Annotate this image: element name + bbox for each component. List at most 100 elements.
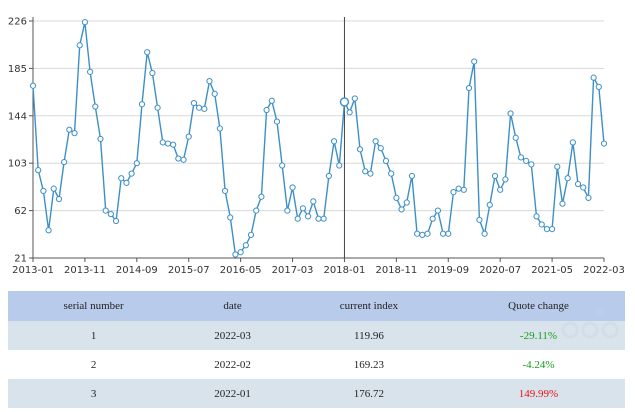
data-point (190, 99, 198, 107)
data-point (481, 230, 488, 237)
data-point (149, 69, 156, 77)
data-point (491, 172, 499, 180)
data-point (497, 186, 504, 193)
data-point (486, 201, 493, 208)
data-point (414, 230, 421, 237)
data-point (434, 207, 441, 214)
data-point (320, 215, 327, 222)
index-table: serial number date current index Quote c… (8, 291, 625, 408)
data-point (112, 217, 120, 225)
y-tick-label: 144 (8, 111, 27, 122)
data-point (543, 225, 551, 233)
data-point (159, 139, 166, 146)
cell-date: 2022-03 (179, 321, 286, 350)
data-point (564, 175, 571, 182)
data-point (362, 168, 369, 175)
data-point (528, 161, 535, 168)
data-point (507, 110, 514, 117)
data-point (284, 207, 291, 214)
data-point (61, 158, 68, 166)
data-point (279, 162, 286, 169)
header-current-index: current index (285, 291, 453, 321)
data-point (164, 140, 172, 147)
data-point (268, 97, 275, 104)
data-point (133, 160, 140, 167)
header-serial-number: serial number (8, 291, 180, 321)
data-point (393, 194, 400, 201)
x-tick-label: 2018-01 (324, 265, 366, 276)
data-point (408, 172, 416, 180)
data-point (123, 179, 130, 186)
data-point (227, 214, 234, 221)
x-tick-label: 2020-07 (479, 265, 521, 276)
data-point (455, 185, 462, 192)
data-point (247, 231, 255, 238)
data-point (253, 207, 260, 214)
data-point (170, 141, 177, 148)
data-point (185, 133, 192, 140)
x-tick-label: 2013-11 (64, 265, 106, 276)
table-row[interactable]: 2 2022-02 169.23 -4.24% (8, 350, 625, 379)
data-point (305, 213, 312, 220)
x-tick-label: 2015-07 (168, 265, 210, 276)
cell-serial: 3 (8, 379, 180, 408)
data-point (154, 104, 161, 111)
data-point (585, 194, 592, 201)
data-point (35, 167, 42, 174)
data-point (600, 140, 608, 147)
data-point (559, 200, 566, 207)
cell-index: 169.23 (285, 350, 453, 379)
y-tick-label: 62 (14, 206, 27, 217)
data-point (388, 170, 395, 177)
data-point (460, 186, 467, 193)
data-point (476, 216, 483, 223)
data-point (533, 213, 540, 220)
data-point (424, 230, 431, 237)
data-point (429, 215, 436, 222)
data-point (263, 106, 270, 114)
line-chart: 21 62 103 144 185 226 2013-01 2013-11 2014-09 201… (8, 17, 625, 277)
table-row[interactable]: 1 2022-03 119.96 -29.11% (8, 321, 625, 350)
cell-index: 176.72 (285, 379, 453, 408)
data-point (221, 187, 229, 195)
data-point (138, 101, 146, 108)
data-point (232, 251, 239, 258)
data-point (377, 145, 384, 152)
y-tick-label: 103 (8, 159, 27, 170)
y-tick-label: 185 (8, 64, 27, 75)
data-point (102, 207, 109, 214)
data-point (548, 225, 556, 233)
data-point (554, 163, 561, 170)
data-point (81, 19, 89, 26)
cell-change: -4.24% (452, 350, 625, 379)
data-point (299, 205, 307, 212)
watermark-logo-icon (561, 309, 619, 339)
table-row[interactable]: 3 2022-01 176.72 149.99% (8, 379, 625, 408)
cell-change: 149.99% (452, 379, 625, 408)
data-point (144, 49, 151, 56)
table-header-row: serial number date current index Quote c… (8, 291, 625, 321)
data-point (242, 242, 249, 249)
data-point (128, 170, 135, 177)
data-point (40, 187, 47, 195)
data-point (71, 130, 78, 137)
data-point (517, 154, 525, 161)
x-tick-label: 2014-09 (116, 265, 158, 276)
x-tick-label: 2022-03 (583, 265, 625, 276)
cell-change: -29.11% (452, 321, 625, 350)
data-point (180, 156, 187, 163)
x-tick-label: 2017-03 (272, 265, 314, 276)
data-point (29, 82, 37, 89)
data-point (216, 125, 223, 132)
data-point (445, 230, 452, 237)
data-point (590, 74, 597, 81)
cell-date: 2022-01 (179, 379, 286, 408)
data-point (330, 138, 338, 145)
data-point (574, 180, 582, 188)
data-point (382, 157, 390, 164)
data-point (237, 249, 244, 256)
data-point (523, 157, 530, 164)
data-point (471, 58, 478, 65)
x-tick-label: 2018-11 (375, 265, 417, 276)
data-point (196, 104, 203, 111)
